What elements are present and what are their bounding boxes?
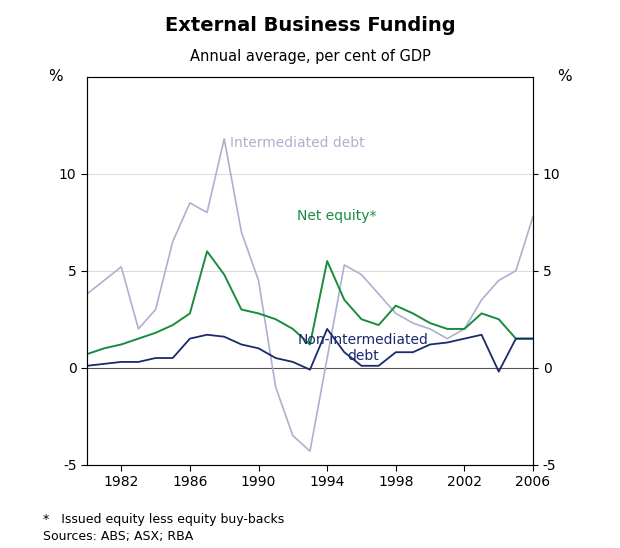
Text: External Business Funding: External Business Funding <box>165 16 455 36</box>
Text: *   Issued equity less equity buy-backs: * Issued equity less equity buy-backs <box>43 513 285 526</box>
Y-axis label: %: % <box>48 69 63 84</box>
Text: Intermediated debt: Intermediated debt <box>229 135 365 150</box>
Y-axis label: %: % <box>557 69 572 84</box>
Text: Annual average, per cent of GDP: Annual average, per cent of GDP <box>190 49 430 64</box>
Text: Non-intermediated
debt: Non-intermediated debt <box>298 333 429 363</box>
Text: Net equity*: Net equity* <box>296 209 376 223</box>
Text: Sources: ABS; ASX; RBA: Sources: ABS; ASX; RBA <box>43 529 193 543</box>
